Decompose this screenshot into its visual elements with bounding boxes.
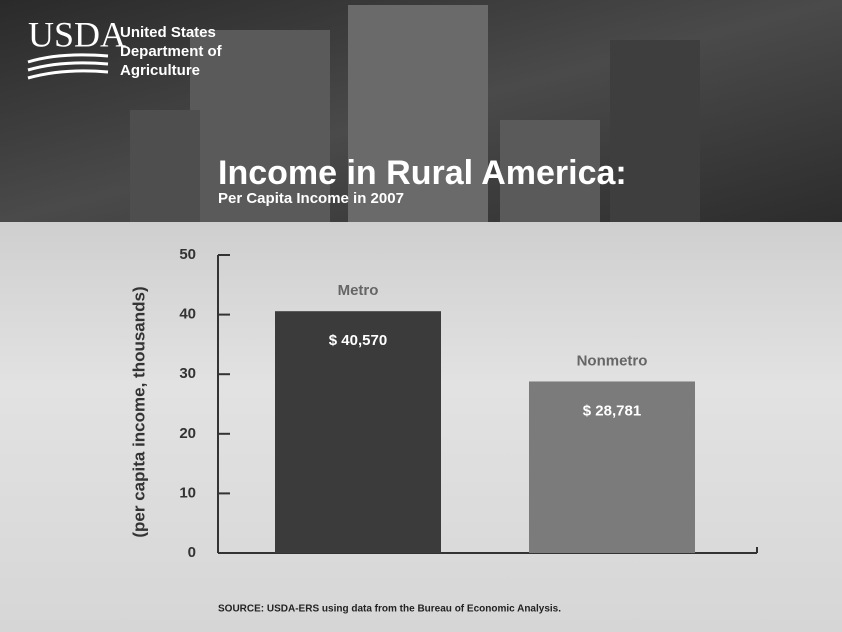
- y-tick-label: 30: [179, 365, 196, 382]
- category-label: Metro: [338, 282, 379, 299]
- y-tick-label: 50: [179, 246, 196, 263]
- y-tick-label: 40: [179, 306, 196, 323]
- y-tick-label: 20: [179, 425, 196, 442]
- category-label: Nonmetro: [577, 352, 648, 369]
- logo-mark: USDA: [28, 14, 126, 54]
- chart-subtitle: Per Capita Income in 2007: [218, 190, 404, 207]
- y-tick-label: 0: [188, 544, 196, 561]
- source: SOURCE: USDA-ERS using data from the Bur…: [218, 604, 561, 615]
- y-axis-label: (per capita income, thousands): [129, 286, 148, 537]
- logo-text: Department of: [120, 43, 223, 60]
- logo-text: United States: [120, 24, 216, 41]
- bar-value-label: $ 40,570: [329, 332, 387, 349]
- logo-text: Agriculture: [120, 62, 200, 79]
- chart: USDA United States Department of Agricul…: [0, 0, 842, 632]
- bar-value-label: $ 28,781: [583, 402, 641, 419]
- page: USDA United States Department of Agricul…: [0, 0, 842, 632]
- chart-title: Income in Rural America:: [218, 154, 627, 192]
- y-tick-label: 10: [179, 484, 196, 501]
